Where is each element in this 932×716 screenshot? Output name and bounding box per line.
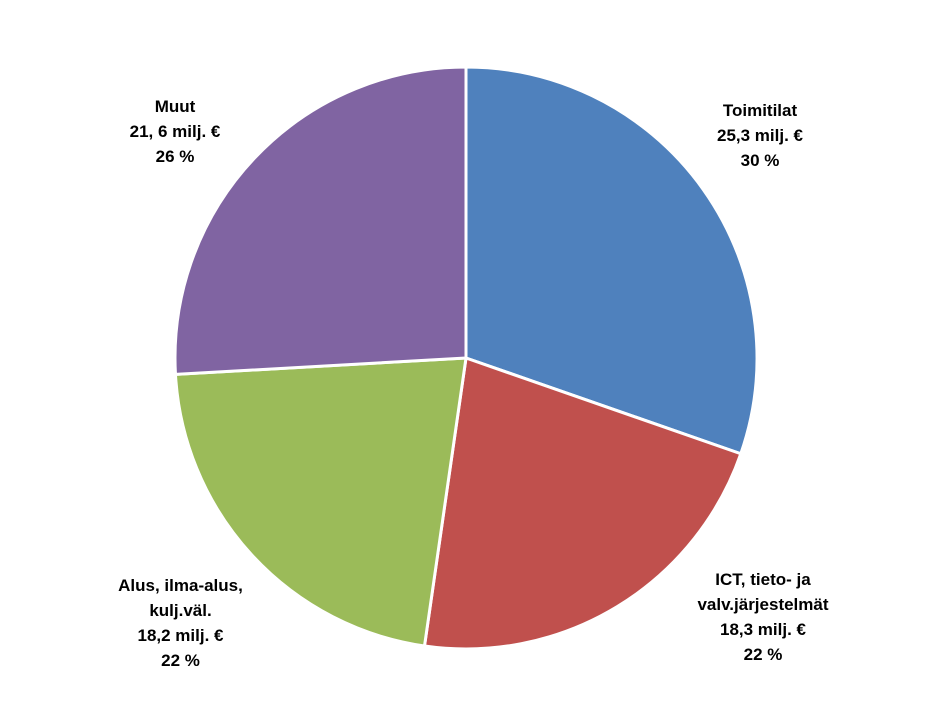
slice-label-alus: Alus, ilma-alus, kulj.väl. 18,2 milj. € …	[98, 573, 263, 673]
pie-slice-alus	[173, 356, 468, 648]
slice-name-alus-line2: kulj.väl.	[149, 601, 212, 620]
slice-value-muut: 21, 6 milj. €	[129, 122, 221, 141]
slice-percent-muut: 26 %	[155, 147, 195, 166]
slice-percent-alus: 22 %	[161, 651, 200, 670]
slice-name-ict-line1: ICT, tieto- ja	[715, 570, 811, 589]
slice-label-ict: ICT, tieto- ja valv.järjestelmät 18,3 mi…	[663, 567, 863, 667]
slice-name-toimitilat: Toimitilat	[722, 101, 798, 120]
slice-name-ict-line2: valv.järjestelmät	[697, 595, 829, 614]
pie-slices	[173, 65, 759, 651]
pie-slice-muut	[173, 65, 468, 376]
pie-slice-toimitilat	[464, 65, 759, 456]
slice-name-alus-line1: Alus, ilma-alus,	[118, 576, 243, 595]
slice-percent-toimitilat: 30 %	[740, 151, 780, 170]
slice-label-muut: Muut 21, 6 milj. € 26 %	[100, 94, 250, 169]
slice-value-toimitilat: 25,3 milj. €	[717, 126, 803, 145]
slice-percent-ict: 22 %	[743, 645, 783, 664]
slice-label-toimitilat: Toimitilat 25,3 milj. € 30 %	[680, 98, 840, 173]
slice-value-ict: 18,3 milj. €	[720, 620, 806, 639]
pie-slice-ict	[422, 356, 743, 651]
slice-value-alus: 18,2 milj. €	[137, 626, 224, 645]
slice-name-muut: Muut	[154, 97, 196, 116]
